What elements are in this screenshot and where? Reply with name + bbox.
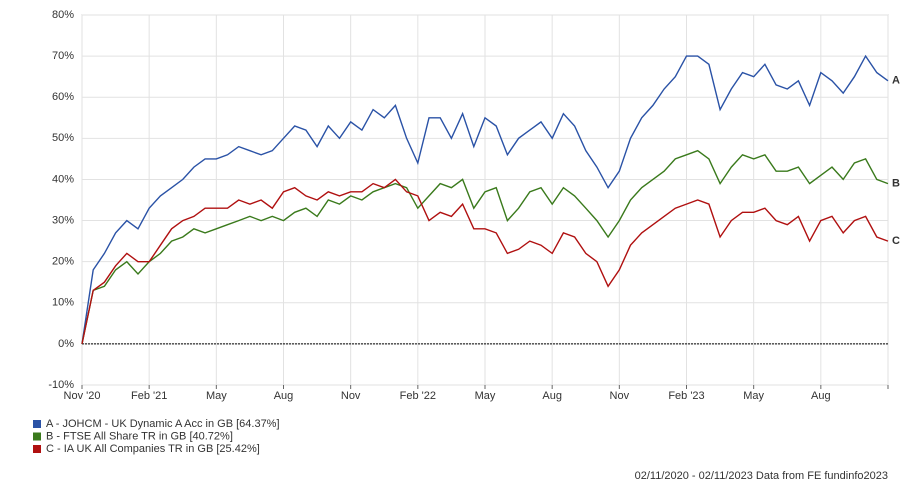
y-tick-label: 70% [52,50,74,62]
source-note: 02/11/2020 - 02/11/2023 Data from FE fun… [635,470,888,482]
end-label: C [892,235,900,247]
x-tick-label: May [475,390,496,402]
y-tick-label: 20% [52,256,74,268]
y-tick-label: 30% [52,214,74,226]
y-tick-label: 80% [52,9,74,21]
y-tick-label: 0% [58,338,74,350]
legend-swatch [33,432,41,441]
y-tick-label: 10% [52,297,74,309]
x-tick-label: Aug [274,390,294,402]
legend-label: C - IA UK All Companies TR in GB [25.42%… [46,443,260,455]
legend-label: B - FTSE All Share TR in GB [40.72%] [46,430,233,442]
x-tick-label: Feb '23 [668,390,704,402]
legend-label: A - JOHCM - UK Dynamic A Acc in GB [64.3… [46,418,280,430]
x-tick-label: Nov [610,390,630,402]
y-tick-label: 40% [52,173,74,185]
x-tick-label: Feb '21 [131,390,167,402]
series-line [81,54,889,345]
series-line [81,178,889,345]
end-label: B [892,177,900,189]
legend-swatch [33,445,41,453]
x-tick-label: May [743,390,764,402]
x-tick-label: May [206,390,227,402]
x-tick-label: Aug [542,390,562,402]
x-tick-label: Feb '22 [400,390,436,402]
legend-swatch [33,420,41,428]
y-tick-label: 60% [52,91,74,103]
x-tick-label: Nov [341,390,361,402]
series-line [81,149,889,345]
end-label: A [892,75,900,87]
y-tick-label: -10% [48,379,74,391]
x-tick-label: Nov '20 [64,390,101,402]
x-tick-label: Aug [811,390,831,402]
y-tick-label: 50% [52,132,74,144]
